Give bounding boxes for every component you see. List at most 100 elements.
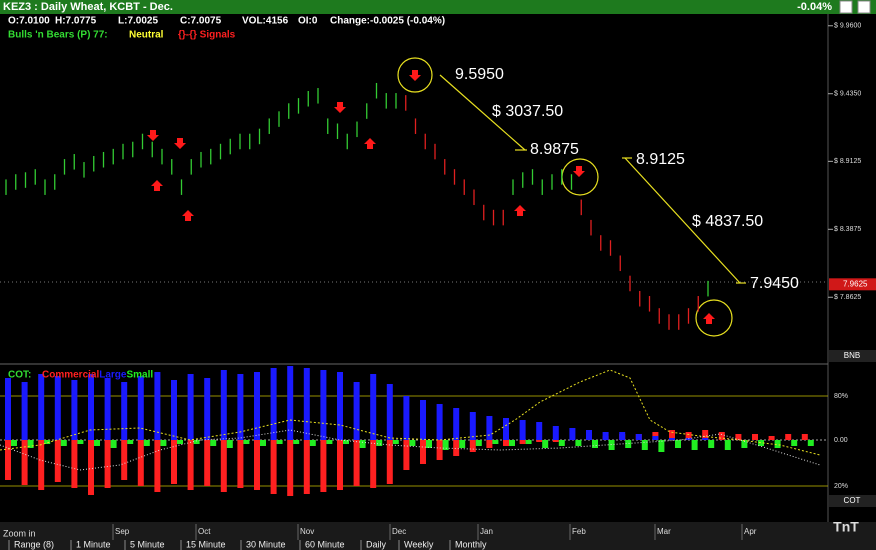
cot-bar xyxy=(160,440,167,446)
cot-bar xyxy=(669,430,675,440)
cot-bar xyxy=(807,440,814,446)
time-axis: Sep Oct Nov Dec Jan Feb Mar Apr xyxy=(112,524,757,540)
cot-bar xyxy=(54,376,61,440)
cot-bar xyxy=(287,366,294,440)
window-button[interactable] xyxy=(839,0,853,14)
window-button[interactable] xyxy=(857,0,871,14)
cot-net-line xyxy=(0,429,821,471)
tab[interactable]: Weekly xyxy=(404,539,434,549)
time-label: Feb xyxy=(572,527,586,536)
cot-bar xyxy=(519,440,526,444)
cot-bar xyxy=(602,432,609,440)
tab[interactable]: 1 Minute xyxy=(76,539,111,549)
title-bar xyxy=(0,0,876,14)
indicator-state: Neutral xyxy=(129,30,164,41)
buy-arrow xyxy=(514,205,526,216)
cot-bar xyxy=(121,382,128,440)
cot-bar xyxy=(193,440,200,444)
tab[interactable]: Monthly xyxy=(455,539,487,549)
y-tick-label: 80% xyxy=(834,393,848,400)
cot-bar xyxy=(702,430,709,440)
cot-bar xyxy=(21,440,28,485)
time-label: Jan xyxy=(480,527,493,536)
time-label: Sep xyxy=(115,527,130,536)
cot-bar xyxy=(409,440,416,446)
cot-bar xyxy=(320,440,327,492)
cot-bar xyxy=(326,440,333,444)
cot-bar xyxy=(104,440,111,488)
signals xyxy=(147,70,715,324)
cot-bar xyxy=(177,440,183,444)
cot-bar xyxy=(71,380,78,440)
cot-bar xyxy=(171,380,177,440)
cot-bar xyxy=(353,382,360,440)
cot-bar xyxy=(675,440,681,448)
cot-bar xyxy=(60,440,67,446)
cot-bar xyxy=(558,440,565,446)
cot-bar xyxy=(552,426,559,440)
cot-bar xyxy=(54,440,61,482)
cot-bar xyxy=(691,440,698,450)
cot-bar xyxy=(5,378,11,440)
cot-bar xyxy=(293,440,300,444)
cot-bar xyxy=(220,370,227,440)
cot-bar xyxy=(171,440,177,484)
indicator-name: Bulls 'n Bears (P) 77: xyxy=(8,30,108,41)
time-label: Nov xyxy=(300,527,314,536)
cot-bar xyxy=(370,440,377,488)
cot-bar xyxy=(752,434,758,440)
tab[interactable]: 60 Minute xyxy=(305,539,345,549)
tab[interactable]: 30 Minute xyxy=(246,539,286,549)
cot-bar xyxy=(38,440,45,490)
cot-bar xyxy=(386,384,393,440)
cot-bar xyxy=(791,440,798,446)
cot-bar xyxy=(337,440,343,490)
y-tick-label: $ 8.3875 xyxy=(834,226,861,233)
cot-panel: 80% 0.00 20% xyxy=(0,366,848,496)
last-price-label: 7.9625 xyxy=(843,279,868,288)
cot-bar xyxy=(758,440,764,446)
cot-bar xyxy=(226,440,233,448)
signal-circle xyxy=(695,299,733,337)
cot-bar xyxy=(303,440,310,494)
tab[interactable]: 15 Minute xyxy=(186,539,226,549)
cot-bar xyxy=(320,370,327,440)
cot-bar xyxy=(270,440,277,494)
cot-bar xyxy=(403,440,410,470)
buy-arrow xyxy=(151,180,163,191)
last-price-box xyxy=(829,278,876,291)
tab[interactable]: 5 Minute xyxy=(130,539,165,549)
cot-bar xyxy=(536,422,543,440)
cot-bar xyxy=(270,368,277,440)
cot-bar xyxy=(254,372,260,440)
cot-bar xyxy=(77,440,84,444)
quote-row: O:7.0100 H:7.0775 L:7.0025 C:7.0075 VOL:4156… xyxy=(8,16,445,27)
cot-bar xyxy=(21,382,28,440)
cot-bar xyxy=(204,440,211,486)
cot-bar xyxy=(453,440,460,456)
cot-bar xyxy=(237,374,244,440)
cot-bar xyxy=(38,374,45,440)
symbol: KEZ3 : Daily Wheat, KCBT - Dec. xyxy=(3,1,173,13)
quote-field: L:7.0025 xyxy=(118,16,158,27)
y-tick-label: 20% xyxy=(834,483,848,490)
annotation: 8.9125 xyxy=(636,151,685,168)
cot-bar xyxy=(44,440,51,444)
cot-bar xyxy=(619,432,626,440)
cot-bar xyxy=(492,440,499,444)
cot-bar xyxy=(376,440,383,446)
cot-bar xyxy=(5,440,11,480)
cot-bar xyxy=(426,440,432,448)
cot-index-line xyxy=(0,369,821,456)
cot-bar xyxy=(88,374,94,440)
tab[interactable]: Daily xyxy=(366,539,387,549)
tab[interactable]: Range (8) xyxy=(14,539,54,549)
quote-field: OI:0 xyxy=(298,16,318,27)
cot-bar xyxy=(536,440,543,442)
zoom-button[interactable]: Zoom in xyxy=(3,528,36,538)
cot-bar xyxy=(575,440,582,446)
cot-bar xyxy=(94,440,100,446)
legend-entry: Small xyxy=(126,370,153,381)
cot-bar xyxy=(459,440,466,448)
